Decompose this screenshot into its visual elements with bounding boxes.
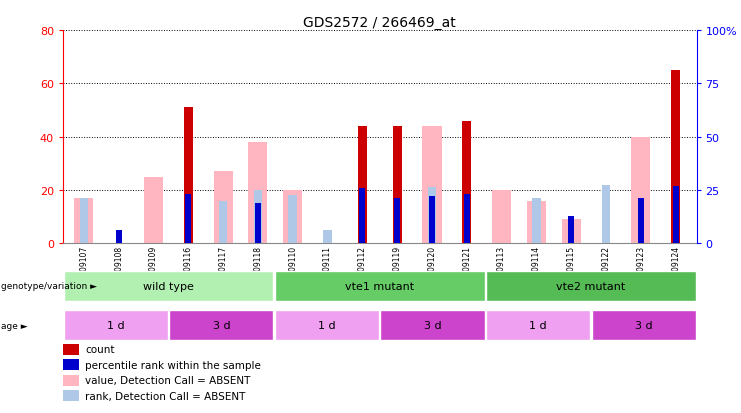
Text: 1 d: 1 d: [318, 320, 336, 330]
Bar: [64, 271, 273, 301]
Bar: [429, 197, 435, 244]
Bar: [255, 203, 261, 244]
Text: value, Detection Call = ABSENT: value, Detection Call = ABSENT: [85, 375, 250, 385]
Bar: [253, 190, 262, 244]
Text: 3 d: 3 d: [213, 320, 230, 330]
Text: 3 d: 3 d: [635, 320, 653, 330]
Bar: [631, 137, 651, 244]
Bar: [213, 172, 233, 244]
Bar: [428, 188, 436, 244]
Bar: [462, 121, 471, 244]
Bar: [63, 359, 79, 370]
Bar: [74, 199, 93, 244]
Bar: [63, 344, 79, 355]
Text: vte1 mutant: vte1 mutant: [345, 281, 414, 291]
Text: rank, Detection Call = ABSENT: rank, Detection Call = ABSENT: [85, 391, 245, 401]
Bar: [568, 216, 574, 244]
Text: wild type: wild type: [143, 281, 194, 291]
Bar: [358, 127, 367, 244]
Bar: [144, 177, 163, 244]
Text: 1 d: 1 d: [107, 320, 124, 330]
Bar: [638, 199, 644, 244]
Text: 1 d: 1 d: [529, 320, 547, 330]
Text: 3 d: 3 d: [424, 320, 442, 330]
Bar: [380, 311, 485, 340]
Bar: [358, 175, 367, 244]
Bar: [671, 71, 680, 244]
Bar: [185, 195, 191, 244]
Bar: [116, 231, 122, 244]
Bar: [79, 199, 88, 244]
Bar: [527, 201, 546, 244]
Bar: [63, 390, 79, 401]
Bar: [248, 142, 268, 244]
Title: GDS2572 / 266469_at: GDS2572 / 266469_at: [303, 16, 456, 30]
Text: vte2 mutant: vte2 mutant: [556, 281, 625, 291]
Bar: [323, 230, 332, 244]
Bar: [393, 127, 402, 244]
Bar: [591, 311, 696, 340]
Bar: [602, 185, 611, 244]
Bar: [486, 271, 696, 301]
Bar: [275, 311, 379, 340]
Bar: [422, 127, 442, 244]
Bar: [288, 196, 297, 244]
Bar: [673, 186, 679, 244]
Bar: [219, 201, 227, 244]
Bar: [64, 311, 168, 340]
Bar: [275, 271, 485, 301]
Bar: [184, 108, 193, 244]
Bar: [63, 375, 79, 386]
Bar: [359, 188, 365, 244]
Bar: [283, 190, 302, 244]
Bar: [562, 220, 581, 244]
Bar: [486, 311, 591, 340]
Text: genotype/variation ►: genotype/variation ►: [1, 282, 98, 290]
Text: age ►: age ►: [1, 321, 28, 330]
Bar: [464, 195, 470, 244]
Text: percentile rank within the sample: percentile rank within the sample: [85, 360, 261, 370]
Bar: [492, 190, 511, 244]
Text: count: count: [85, 344, 115, 354]
Bar: [169, 311, 273, 340]
Bar: [394, 199, 400, 244]
Bar: [532, 199, 541, 244]
